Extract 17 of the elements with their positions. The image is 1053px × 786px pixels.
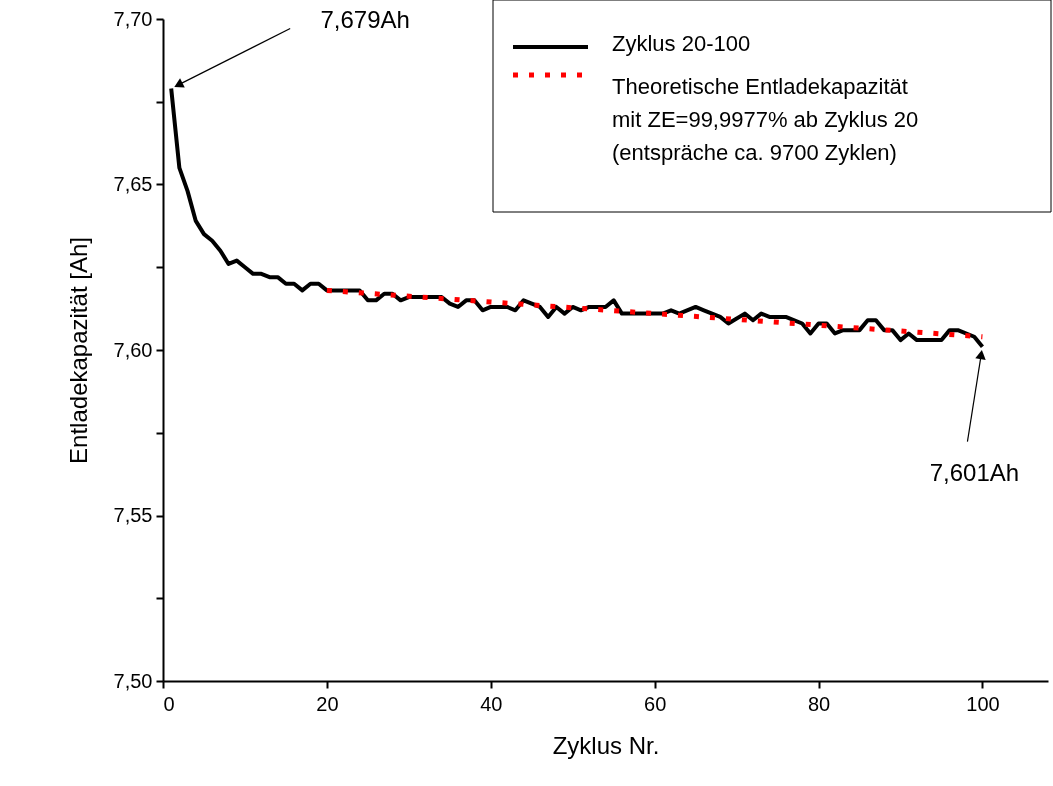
x-tick-label: 0 [163, 692, 175, 715]
x-tick-label: 80 [807, 692, 831, 715]
x-tick-label: 20 [316, 692, 339, 715]
y-tick-label: 7,70 [113, 7, 153, 30]
legend-label: Theoretische Entladekapazität mit ZE=99,9977% ab Zyklus 20 (entspräche ca. 9700 Zyklen) [612, 74, 919, 165]
annotation: 7,601Ah [929, 458, 1020, 486]
x-axis-title: Zyklus Nr. [552, 731, 660, 759]
annotation: 7,679Ah [320, 5, 410, 33]
x-tick-label: 40 [480, 692, 503, 715]
y-axis-title: Entladekapazität [Ah] [64, 237, 92, 464]
y-tick-label: 7,65 [113, 173, 153, 195]
legend-label: Zyklus 20-100 [612, 31, 751, 56]
y-tick-label: 7,60 [113, 338, 153, 361]
y-tick-label: 7,55 [113, 504, 153, 526]
x-tick-label: 60 [644, 692, 667, 715]
y-tick-label: 7,50 [113, 669, 153, 692]
x-tick-label: 100 [966, 692, 1000, 715]
